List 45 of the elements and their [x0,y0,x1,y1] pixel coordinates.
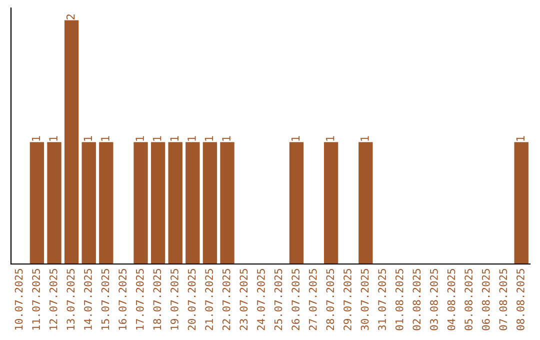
x-tick-label: 23.07.2025 [240,269,248,330]
x-tick-label: 12.07.2025 [49,269,58,330]
x-tick-label: 04.08.2025 [447,269,456,330]
data-label: 1 [188,136,196,141]
data-label: 1 [326,136,334,141]
data-label: 1 [222,136,230,141]
data-label: 1 [204,136,214,141]
x-tick-label: 18.07.2025 [153,269,162,330]
data-label: 1 [49,136,58,141]
x-tick-label: 02.08.2025 [412,269,421,330]
x-tick-label: 22.07.2025 [222,269,230,330]
x-tick-label: 05.08.2025 [464,269,472,330]
x-tick-label: 17.07.2025 [136,269,144,330]
x-tick-label: 15.07.2025 [101,269,110,330]
x-tick-label: 24.07.2025 [257,269,265,330]
x-tick-label: 19.07.2025 [170,269,178,330]
x-tick-label: 13.07.2025 [66,269,75,330]
x-tick-label: 11.07.2025 [32,269,40,330]
x-tick-label: 25.07.2025 [274,269,282,330]
x-tick-label: 21.07.2025 [205,269,213,330]
data-label: 1 [84,136,92,141]
x-tick-label: 26.07.2025 [292,269,300,330]
data-label: 1 [170,136,178,141]
x-tick-label: 20.07.2025 [188,269,196,330]
x-tick-label: 10.07.2025 [14,269,23,330]
x-tick-label: 28.07.2025 [326,269,334,330]
x-tick-label: 30.07.2025 [360,269,369,330]
data-label: 1 [516,136,524,141]
x-tick-label: 08.08.2025 [516,269,524,330]
x-tick-label: 14.07.2025 [84,269,92,330]
data-label: 1 [32,136,40,141]
x-tick-label: 27.07.2025 [308,269,317,330]
data-label: 1 [101,136,110,141]
x-tick-label: 01.08.2025 [395,269,404,330]
x-tick-label: 07.08.2025 [499,269,508,330]
data-label: 1 [153,136,162,141]
x-tick-label: 06.08.2025 [482,269,490,330]
x-tick-label: 31.07.2025 [378,269,386,330]
data-label: 1 [136,136,144,141]
x-tick-label: 03.08.2025 [430,269,438,330]
data-label: 2 [66,14,75,20]
x-tick-label: 29.07.2025 [344,269,352,330]
data-label: 1 [291,136,300,141]
x-tick-label: 16.07.2025 [118,269,126,330]
data-label: 1 [360,136,369,141]
